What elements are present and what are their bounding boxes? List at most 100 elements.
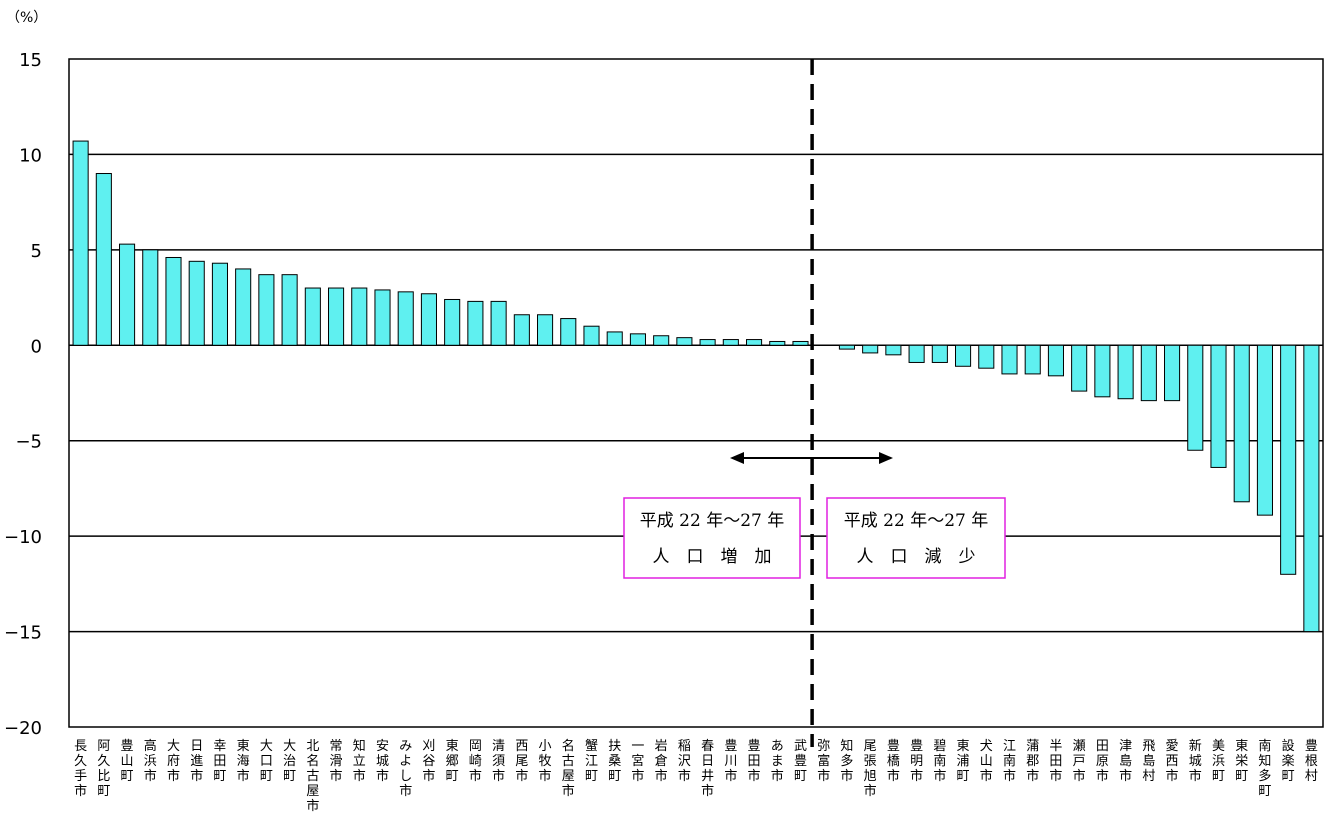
bar (1210, 344, 1227, 468)
bar (1094, 344, 1111, 398)
x-tick-label: 豊川市 (724, 739, 737, 784)
increase-annotation-box-border (623, 497, 801, 579)
decrease-annotation-box-border (826, 497, 1006, 579)
bar (119, 243, 136, 346)
bar (1140, 344, 1157, 402)
x-tick-label: 阿久比町 (97, 739, 110, 799)
x-tick-label: 設楽町 (1282, 738, 1295, 784)
x-tick-label: 刈谷市 (422, 739, 435, 784)
x-tick-label: 田原市 (1096, 739, 1109, 784)
x-tick-label: 美浜町 (1212, 739, 1225, 784)
bar (142, 249, 159, 346)
x-tick-label: 岩倉市 (655, 739, 668, 784)
bar (95, 173, 112, 346)
x-tick-label: 東栄町 (1235, 738, 1248, 784)
bar (792, 340, 809, 346)
x-tick-label: 東海市 (237, 738, 250, 784)
bar (862, 344, 879, 354)
bar (490, 300, 507, 346)
bar (722, 339, 739, 346)
bar (583, 325, 600, 346)
x-tick-label: 瀬戸市 (1073, 739, 1086, 784)
y-tick-label: 5 (31, 241, 42, 262)
x-tick-label: 大府市 (167, 739, 180, 784)
x-tick-label: 春日井市 (701, 739, 714, 799)
increase-annotation-box-line: 平成 22 年～27 年 (640, 511, 784, 531)
bar (885, 344, 902, 356)
y-tick-label: 15 (19, 50, 42, 71)
x-tick-label: 名古屋市 (562, 738, 575, 799)
x-tick-label: 長久手市 (74, 739, 87, 799)
bar (1117, 344, 1134, 400)
bar (374, 289, 391, 346)
x-tick-label: 一宮市 (631, 739, 644, 784)
bar (1233, 344, 1250, 503)
x-tick-label: 江南市 (1003, 739, 1016, 784)
bar (1303, 344, 1320, 633)
x-tick-label: 清須市 (492, 739, 505, 784)
bar (165, 256, 182, 346)
bar (1187, 344, 1204, 451)
bar (304, 287, 321, 346)
x-tick-label: 大治町 (283, 739, 296, 784)
decrease-annotation-box-line: 人 口 減 少 (857, 547, 976, 567)
x-tick-label: 豊田市 (748, 739, 761, 784)
x-tick-label: 日進市 (190, 739, 203, 784)
x-tick-label: 西尾市 (515, 739, 528, 784)
x-tick-label: 愛西市 (1166, 739, 1179, 784)
bar (1071, 344, 1088, 392)
x-tick-label: 常滑市 (330, 739, 343, 784)
x-tick-label: 碧南市 (933, 739, 946, 784)
x-tick-label: 安城市 (376, 739, 389, 784)
x-tick-label: あま市 (771, 739, 784, 784)
bar (281, 274, 298, 346)
increase-annotation-box-line: 人 口 増 加 (653, 547, 772, 567)
x-tick-label: 新城市 (1189, 738, 1202, 784)
y-axis-unit-label: （%） (6, 10, 47, 26)
bar (467, 300, 484, 346)
decrease-annotation-box-line: 平成 22 年～27 年 (844, 511, 988, 531)
x-tick-label: 飛島村 (1142, 739, 1155, 784)
x-tick-label: 豊根村 (1305, 739, 1318, 784)
bar (211, 262, 228, 346)
bar (699, 339, 716, 346)
bar (328, 287, 345, 346)
x-tick-label: 尾張旭市 (864, 739, 877, 799)
y-tick-label: 10 (19, 145, 42, 166)
bar (978, 344, 995, 369)
decrease-annotation-box: 平成 22 年～27 年人 口 減 少 (826, 497, 1006, 579)
bar (1280, 344, 1297, 575)
x-tick-label: 津島市 (1119, 739, 1132, 784)
bar (931, 344, 948, 363)
bar (1001, 344, 1018, 375)
bars (72, 140, 1320, 633)
y-axis-ticks: 15 10 5 0 −5 −10 −15 −20 (4, 50, 42, 739)
x-tick-label: みよし市 (399, 739, 412, 799)
y-tick-label: −5 (15, 432, 42, 453)
x-tick-label: 東浦町 (957, 738, 970, 784)
bar (769, 340, 786, 346)
bar (653, 335, 670, 346)
bar (1164, 344, 1181, 402)
bar (397, 291, 414, 346)
bar (420, 293, 437, 346)
bar (235, 268, 252, 346)
arrow-head-left (730, 452, 744, 464)
bar (444, 298, 461, 346)
x-tick-label: 犬山市 (980, 739, 993, 784)
bar (188, 260, 205, 346)
x-tick-label: 小牧市 (539, 739, 552, 784)
bar (676, 337, 693, 346)
x-tick-label: 半田市 (1049, 739, 1062, 784)
x-tick-label: 知立市 (353, 738, 366, 784)
x-tick-label: 豊明市 (910, 739, 923, 784)
x-tick-label: 知多市 (840, 738, 853, 784)
bar (1256, 344, 1273, 516)
y-tick-label: −10 (4, 527, 42, 548)
bar (629, 333, 646, 346)
x-tick-label: 武豊町 (794, 739, 807, 784)
bar (1024, 344, 1041, 375)
bar (838, 344, 855, 350)
bar (955, 344, 972, 367)
